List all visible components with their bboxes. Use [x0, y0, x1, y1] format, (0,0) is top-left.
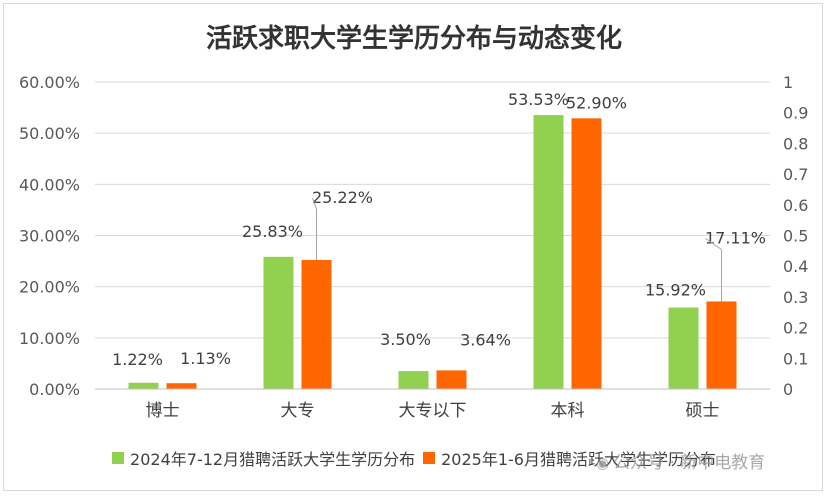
- legend-swatch-series-2: [423, 452, 436, 464]
- y2-tick-label: 0: [783, 380, 793, 399]
- legend-item-series-1: 2024年7-12月猎聘活跃大学生学历分布: [112, 446, 415, 470]
- data-label: 17.11%: [705, 228, 766, 247]
- y-tick-label: 20.00%: [19, 278, 80, 297]
- bar: [128, 382, 159, 389]
- legend-swatch-series-1: [112, 452, 125, 464]
- y2-tick-label: 0.7: [783, 165, 808, 184]
- y2-tick-label: 0.1: [783, 349, 808, 368]
- bar: [533, 115, 564, 390]
- gridlines: [95, 81, 770, 339]
- bar: [263, 256, 294, 389]
- legend-label-series-2: 2025年1-6月猎聘活跃大学生学历分布: [441, 450, 716, 469]
- y2-tick-label: 0.5: [783, 227, 808, 246]
- x-tick-label: 大专: [281, 401, 315, 421]
- data-label: 52.90%: [566, 93, 627, 112]
- chart-frame: [3, 3, 823, 491]
- y-tick-label: 60.00%: [19, 73, 80, 92]
- y2-tick-label: 0.3: [783, 288, 808, 307]
- y2-tick-label: 0.8: [783, 134, 808, 153]
- legend-item-series-2: 2025年1-6月猎聘活跃大学生学历分布: [423, 446, 716, 470]
- legend: 2024年7-12月猎聘活跃大学生学历分布 2025年1-6月猎聘活跃大学生学历…: [0, 446, 828, 470]
- x-tick-label: 大专以下: [399, 401, 467, 421]
- bar: [436, 370, 467, 389]
- y2-tick-label: 1: [783, 73, 793, 92]
- chart-title: 活跃求职大学生学历分布与动态变化: [206, 23, 622, 54]
- y2-tick-label: 0.2: [783, 319, 808, 338]
- data-label: 3.64%: [460, 330, 511, 349]
- y2-tick-label: 0.9: [783, 104, 808, 123]
- bar: [301, 259, 332, 389]
- y-tick-label: 40.00%: [19, 175, 80, 194]
- bar: [571, 118, 602, 389]
- bars: [128, 115, 737, 390]
- y-tick-label: 30.00%: [19, 227, 80, 246]
- y2-tick-label: 0.4: [783, 257, 808, 276]
- data-label: 1.13%: [180, 349, 231, 368]
- y-tick-label: 50.00%: [19, 124, 80, 143]
- leader-line: [312, 197, 317, 260]
- y2-tick-label: 0.6: [783, 196, 808, 215]
- x-tick-label: 硕士: [686, 401, 720, 421]
- x-tick-label: 博士: [146, 401, 180, 421]
- data-label: 25.22%: [312, 188, 373, 207]
- wechat-icon: ◉: [596, 454, 610, 472]
- axes: 0.00% 10.00% 20.00% 30.00% 40.00% 50.00% 60.00…: [19, 73, 808, 421]
- bar: [398, 371, 429, 389]
- data-labels: 1.22% 25.83% 3.50% 53.53% 15.92% 1.13% 25.22% 3…: [112, 90, 766, 369]
- data-label: 25.83%: [242, 222, 303, 241]
- watermark-text: 公众号 · 新中电教育: [613, 453, 766, 473]
- y-tick-label: 10.00%: [19, 329, 80, 348]
- data-label: 1.22%: [112, 350, 163, 369]
- bar: [668, 307, 699, 389]
- leader-line: [705, 238, 722, 302]
- y-tick-label: 0.00%: [29, 380, 80, 399]
- bar: [706, 301, 737, 389]
- bar: [166, 383, 197, 389]
- data-label: 15.92%: [645, 281, 706, 300]
- data-label: 3.50%: [380, 330, 431, 349]
- watermark: ◉ 公众号 · 新中电教育: [596, 448, 765, 473]
- data-label: 53.53%: [508, 90, 569, 109]
- legend-label-series-1: 2024年7-12月猎聘活跃大学生学历分布: [130, 450, 416, 469]
- x-tick-label: 本科: [551, 401, 585, 421]
